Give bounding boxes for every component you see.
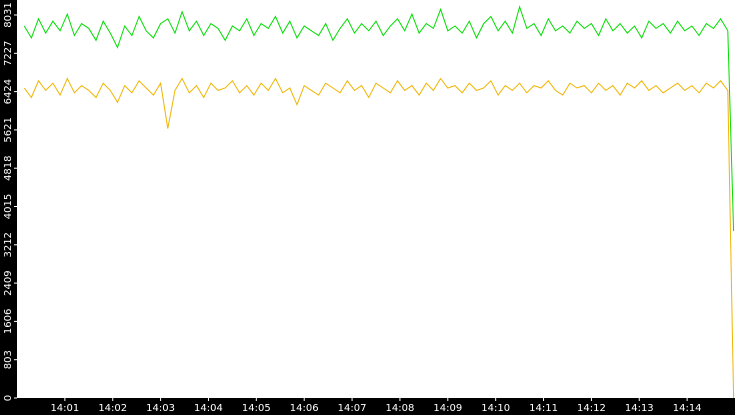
x-tick-label: 14:10 — [481, 403, 510, 414]
x-tick-label: 14:13 — [625, 403, 654, 414]
y-tick-label: 6424 — [3, 79, 14, 104]
x-tick-label: 14:01 — [50, 403, 79, 414]
y-tick-label: 5621 — [3, 117, 14, 142]
series-line — [23, 5, 735, 232]
x-tick-label: 14:02 — [98, 403, 127, 414]
y-tick-label: 4015 — [3, 194, 14, 219]
x-tick-label: 14:06 — [290, 403, 319, 414]
y-tick-label: 803 — [3, 350, 14, 369]
y-tick-label: 3212 — [3, 232, 14, 257]
y-tick-label: 0 — [3, 395, 14, 401]
x-tick-label: 14:08 — [386, 403, 415, 414]
plot-area — [17, 0, 735, 398]
y-tick-label: 7227 — [3, 41, 14, 66]
x-tick-label: 14:03 — [146, 403, 175, 414]
y-tick-label: 4818 — [3, 155, 14, 180]
series-line — [23, 77, 735, 399]
x-tick-label: 14:12 — [577, 403, 606, 414]
x-tick-label: 14:07 — [338, 403, 367, 414]
y-tick-label: 8031 — [3, 2, 14, 27]
x-tick-label: 14:14 — [673, 403, 702, 414]
x-tick-label: 14:09 — [433, 403, 462, 414]
x-tick-label: 14:04 — [194, 403, 223, 414]
x-tick-label: 14:05 — [242, 403, 271, 414]
y-tick-label: 1606 — [3, 309, 14, 334]
x-tick-label: 14:11 — [529, 403, 558, 414]
y-tick-label: 2409 — [3, 270, 14, 295]
